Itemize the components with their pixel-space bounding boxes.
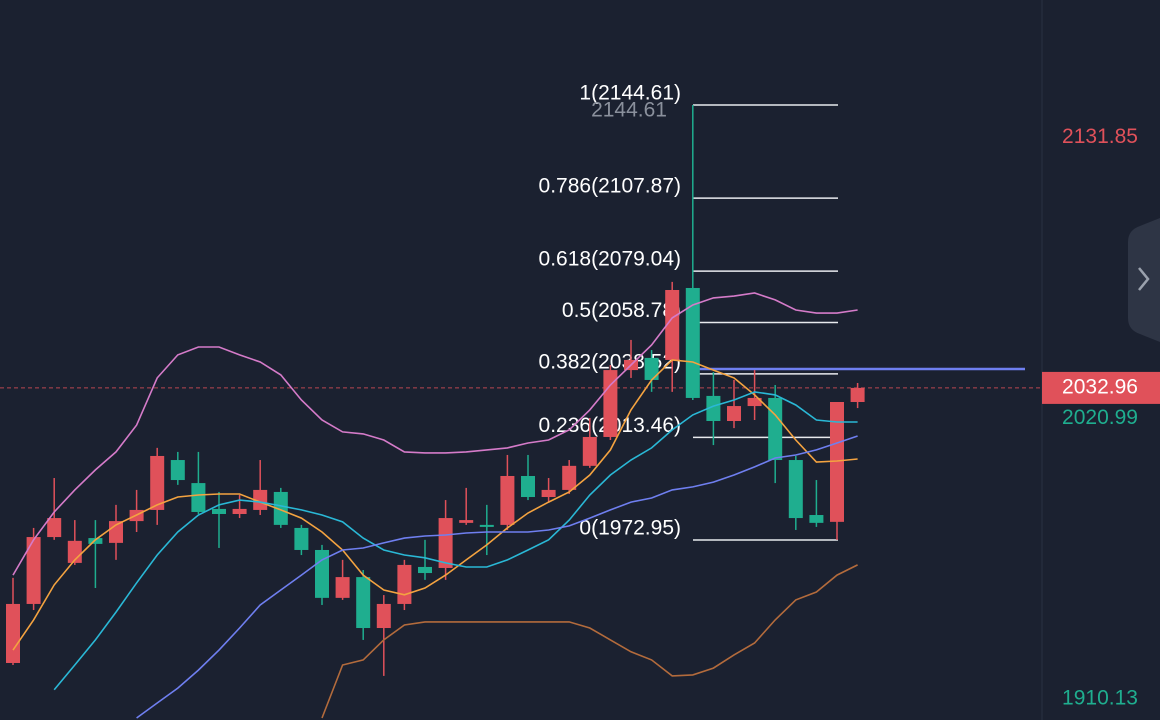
candle-body: [26, 537, 41, 604]
last-price-label: 2032.96: [1062, 375, 1138, 398]
scroll-button[interactable]: [1128, 218, 1160, 342]
fib-label: 0.5(2058.78): [562, 299, 681, 322]
fib-label: 0.786(2107.87): [539, 175, 681, 198]
candle-body: [47, 518, 62, 538]
indicator-line: [136, 435, 858, 719]
candle-body: [850, 387, 865, 402]
candle-body: [541, 489, 556, 498]
last-price-box: [1042, 371, 1160, 404]
candle-body: [418, 566, 432, 574]
candle-body: [191, 483, 206, 512]
indicator-line: [12, 359, 858, 651]
candle-body: [685, 287, 700, 398]
fib-label: 0(1972.95): [579, 517, 681, 540]
candle-body: [170, 460, 185, 481]
indicator-line: [321, 564, 858, 719]
candle-body: [665, 290, 680, 360]
candle-body: [727, 406, 741, 422]
price-label: 2020.99: [1062, 406, 1138, 429]
candle-body: [521, 475, 535, 498]
candle-body: [88, 538, 103, 544]
high-price-label: 2144.61: [591, 99, 667, 122]
fib-label: 0.618(2079.04): [539, 248, 681, 271]
candle-body: [644, 357, 659, 380]
candle-body: [212, 508, 226, 514]
candle-body: [459, 520, 474, 523]
candle-body: [603, 370, 618, 437]
candle-body: [582, 436, 597, 466]
candle-body: [397, 564, 412, 604]
price-label: 2131.85: [1062, 125, 1138, 148]
candle-body: [232, 508, 247, 514]
candle-body: [706, 395, 721, 422]
fib-label: 1(2144.61): [579, 82, 681, 105]
candle-body: [376, 603, 391, 629]
candle-body: [788, 460, 803, 519]
candle-body: [562, 465, 577, 490]
candle-body: [830, 401, 844, 522]
candle-body: [768, 397, 783, 461]
candle-body: [294, 527, 309, 550]
indicator-line: [53, 391, 858, 691]
candle-body: [747, 397, 762, 407]
candle-body: [6, 603, 20, 663]
scroll-button-bg[interactable]: [1128, 218, 1160, 342]
price-label: 1910.13: [1062, 687, 1138, 710]
candle-body: [438, 518, 453, 568]
indicator-line: [12, 292, 858, 576]
candle-body: [150, 455, 165, 510]
candle-body: [253, 489, 268, 510]
candle-body: [335, 577, 350, 598]
chevron-icon[interactable]: [1138, 267, 1150, 291]
candle-body: [273, 491, 288, 525]
candle-body: [479, 524, 494, 527]
candle-body: [809, 515, 824, 523]
candle-body: [500, 475, 515, 525]
candle-body: [356, 577, 371, 629]
